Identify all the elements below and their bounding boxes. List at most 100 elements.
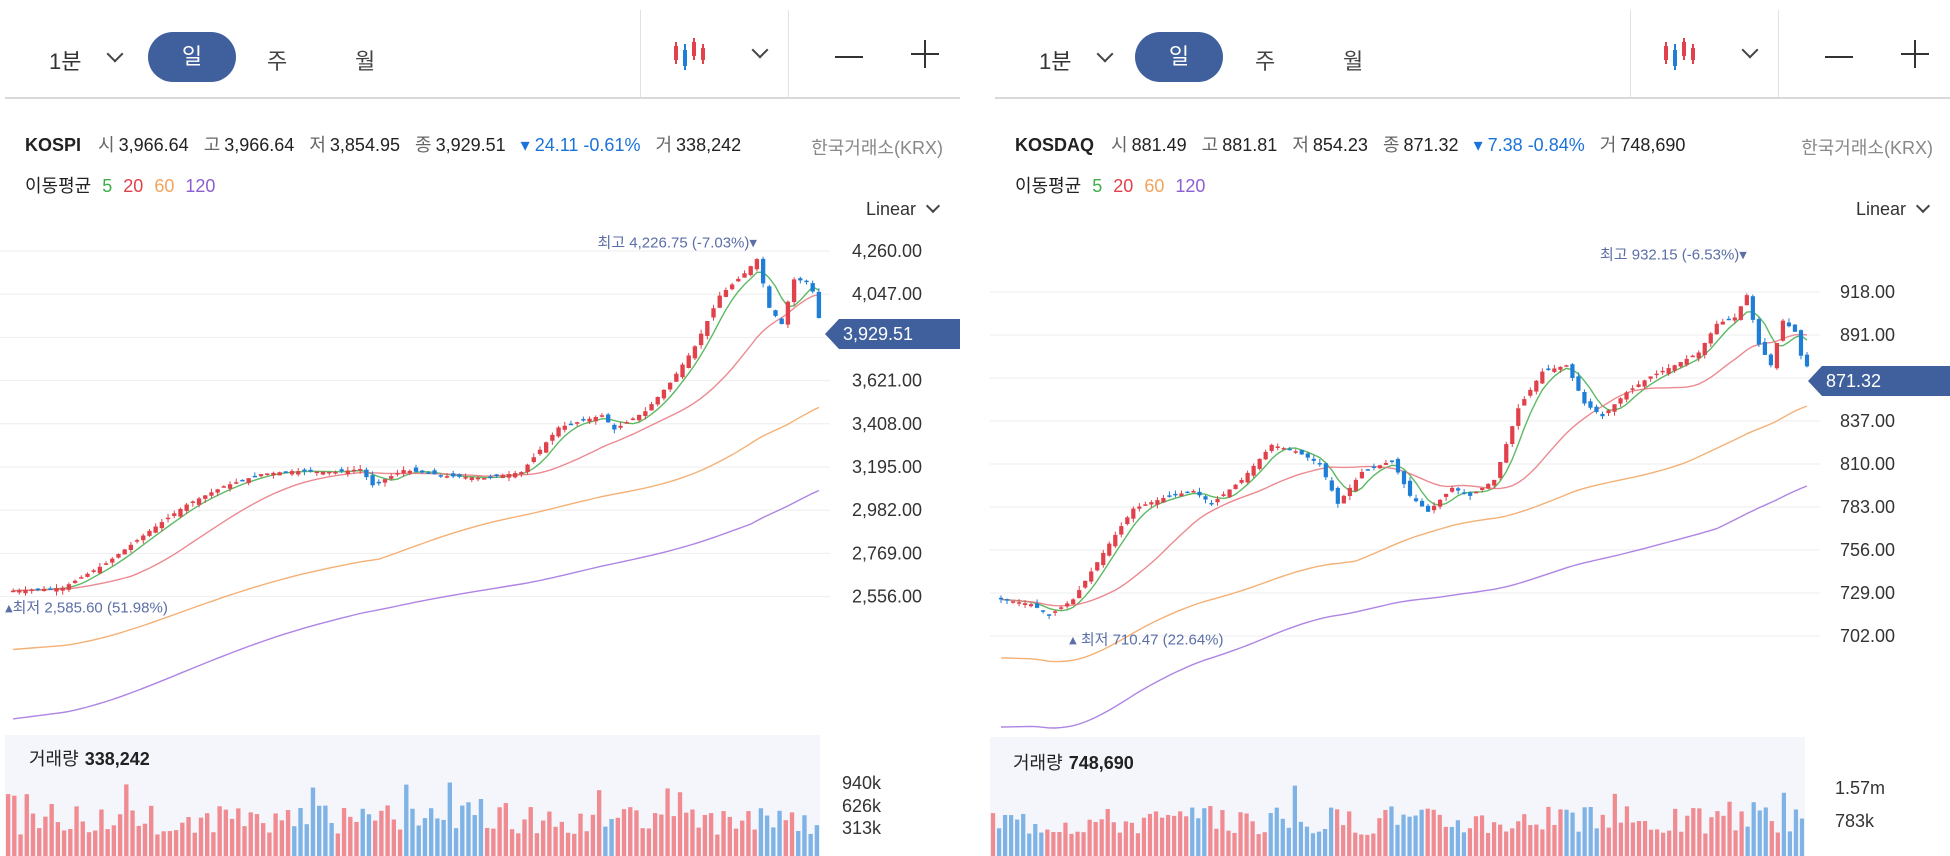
- candle-body: [1612, 404, 1617, 412]
- zoom-in-icon[interactable]: [1901, 40, 1929, 68]
- chevron-down-icon[interactable]: [751, 41, 769, 59]
- volume-bar: [715, 834, 720, 856]
- volume-bar: [304, 824, 309, 856]
- candle-body: [1492, 479, 1497, 486]
- index-name: KOSPI: [25, 135, 82, 155]
- volume-bar: [752, 829, 757, 856]
- volume-bar: [1552, 824, 1557, 856]
- tab-day[interactable]: 일: [148, 32, 236, 82]
- zoom-out-icon[interactable]: [835, 56, 863, 58]
- candle-body: [389, 476, 394, 479]
- candle: [1486, 483, 1491, 490]
- volume-bar: [49, 803, 54, 856]
- volume-bar: [1673, 808, 1678, 856]
- candle-body: [1431, 505, 1437, 511]
- volume-bar: [323, 805, 328, 856]
- candle-body: [91, 570, 96, 572]
- tab-month[interactable]: 월: [1343, 49, 1364, 74]
- tab-month[interactable]: 월: [355, 49, 376, 74]
- candle-body: [1486, 483, 1491, 489]
- candle: [1215, 496, 1220, 506]
- candle: [1203, 495, 1208, 504]
- candle-body: [581, 419, 586, 421]
- candle: [1702, 342, 1707, 359]
- candle: [1744, 293, 1749, 306]
- volume-bar: [93, 830, 98, 856]
- candle-body: [221, 486, 227, 488]
- candle-body: [630, 418, 636, 421]
- volume-bar: [677, 792, 683, 856]
- chevron-down-icon[interactable]: [1915, 198, 1931, 214]
- tab-week[interactable]: 주: [267, 49, 288, 74]
- interval-select[interactable]: 1분: [1039, 49, 1072, 74]
- volume-bar: [99, 809, 104, 856]
- volume-bar: [236, 808, 241, 856]
- candlestick-type-icon[interactable]: [1663, 36, 1701, 74]
- candle-body: [172, 513, 177, 516]
- candle: [1624, 390, 1629, 403]
- candle: [1582, 389, 1587, 406]
- candle: [66, 582, 72, 593]
- tab-day[interactable]: 일: [1135, 32, 1223, 82]
- candle: [506, 471, 512, 482]
- candle: [729, 282, 735, 291]
- candle: [333, 470, 338, 475]
- candle: [605, 412, 611, 423]
- candle-body: [339, 469, 344, 472]
- chevron-down-icon[interactable]: [106, 45, 124, 63]
- volume-bar: [180, 822, 185, 856]
- volume-bar: [509, 829, 515, 856]
- chevron-down-icon[interactable]: [925, 198, 941, 214]
- candlestick-type-icon[interactable]: [673, 36, 711, 74]
- volume-bar: [441, 819, 446, 856]
- tab-week[interactable]: 주: [1255, 49, 1276, 74]
- volume-bar: [990, 813, 996, 856]
- candle: [1101, 549, 1106, 568]
- candle-body: [426, 472, 431, 474]
- candle-body: [395, 473, 400, 475]
- candle-body: [513, 473, 518, 478]
- candle: [698, 329, 704, 349]
- interval-select[interactable]: 1분: [49, 49, 82, 74]
- candle-body: [1347, 487, 1352, 496]
- candle-body: [773, 310, 778, 316]
- volume-bar: [360, 808, 365, 856]
- candle: [1113, 531, 1118, 549]
- candle-body: [525, 464, 530, 473]
- candle: [1510, 425, 1515, 448]
- volume-bar: [18, 834, 23, 856]
- volume-bar: [1202, 808, 1207, 856]
- candle: [785, 300, 791, 329]
- ma-legend: 이동평균 5 20 60 120: [1015, 172, 1205, 198]
- volume-bar: [1027, 833, 1032, 856]
- chevron-down-icon[interactable]: [1096, 45, 1114, 63]
- candle: [1660, 366, 1665, 375]
- candle-body: [370, 475, 375, 486]
- volume-bar: [186, 817, 191, 856]
- candle-body: [1275, 446, 1280, 448]
- candle-body: [184, 504, 189, 511]
- volume-bar: [1341, 825, 1346, 856]
- volume-bar: [702, 815, 708, 856]
- scale-select[interactable]: Linear: [1856, 198, 1931, 220]
- zoom-out-icon[interactable]: [1825, 56, 1853, 58]
- volume-bar: [80, 821, 85, 856]
- volume-bar: [86, 832, 92, 856]
- candle-body: [10, 590, 16, 593]
- zoom-in-icon[interactable]: [911, 40, 939, 68]
- candle-body: [165, 517, 171, 520]
- candle-body: [1504, 444, 1509, 463]
- candle-body: [1672, 365, 1677, 371]
- candle: [97, 562, 103, 575]
- candle-body: [283, 471, 289, 473]
- candle: [116, 553, 121, 559]
- candle: [1275, 443, 1280, 451]
- scale-select[interactable]: Linear: [866, 198, 941, 220]
- candle: [265, 473, 270, 476]
- candle-body: [134, 540, 140, 542]
- candle: [1606, 409, 1611, 417]
- candle: [128, 541, 134, 553]
- candle: [1588, 398, 1593, 410]
- chevron-down-icon[interactable]: [1741, 41, 1759, 59]
- candle-body: [1215, 499, 1220, 503]
